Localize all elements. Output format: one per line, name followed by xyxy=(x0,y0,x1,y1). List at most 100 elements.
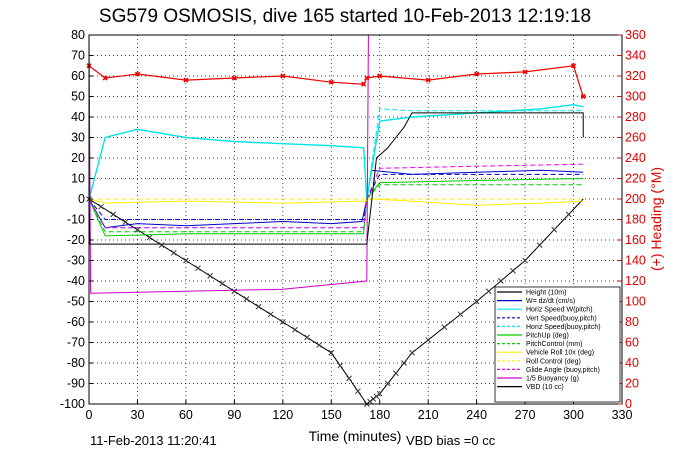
series-line-11 xyxy=(88,112,584,245)
depth-marker xyxy=(316,342,323,348)
y-tick-label: -10 xyxy=(67,213,85,227)
legend-label: Glide Angle (buoy,pitch) xyxy=(526,367,600,374)
x-tick-label: 300 xyxy=(563,408,584,422)
y-tick-label: -70 xyxy=(67,336,85,350)
depth-marker xyxy=(565,211,572,218)
legend-label: Horiz Speed(buoy,pitch) xyxy=(526,324,601,331)
right-axis-label: (+) Heading (°M) xyxy=(648,167,664,271)
legend-label: VBD (10 cc) xyxy=(526,384,564,391)
right-tick-label: 300 xyxy=(625,90,646,104)
x-tick-label: 330 xyxy=(612,408,633,422)
series-line-6 xyxy=(88,184,584,233)
y-tick-label: 0 xyxy=(78,192,85,206)
legend-label: Vehicle Roll 10x (deg) xyxy=(526,350,594,357)
x-tick-label: 210 xyxy=(418,408,439,422)
depth-marker xyxy=(195,265,201,272)
y-axis-ticks: 80 70 60 50 40 30 20 10 0 -10 -20 -30 -40 -50 -60 -70 -8… xyxy=(60,28,93,411)
series-line-5 xyxy=(88,178,584,237)
depth-marker xyxy=(441,324,448,330)
y-tick-label: 70 xyxy=(71,49,85,63)
legend-label: 1/5 Buoyancy (g) xyxy=(526,376,579,383)
depth-marker xyxy=(473,298,480,305)
legend-label: Horiz Speed W(pitch) xyxy=(526,307,593,314)
right-tick-label: 160 xyxy=(625,233,646,247)
right-tick-label: 320 xyxy=(625,69,646,83)
depth-marker xyxy=(134,226,141,233)
depth-marker xyxy=(393,370,399,377)
x-tick-label: 60 xyxy=(179,408,193,422)
y-tick-label: -90 xyxy=(67,377,85,391)
x-tick-label: 120 xyxy=(272,408,293,422)
depth-marker xyxy=(304,334,310,341)
depth-marker xyxy=(279,319,286,325)
series-line-9 xyxy=(88,163,584,229)
series-line-2 xyxy=(88,103,584,200)
depth-marker xyxy=(267,311,274,318)
depth-marker xyxy=(457,311,464,318)
depth-marker xyxy=(231,288,238,295)
depth-marker xyxy=(122,219,129,225)
y-tick-label: -60 xyxy=(67,315,85,329)
y-tick-label: 80 xyxy=(71,28,85,42)
y-tick-label: 20 xyxy=(71,151,85,165)
footer-vbd-bias: VBD bias =0 cc xyxy=(406,433,496,448)
legend: Height (10m)W= dz/dt (cm/s) Horiz Speed W… xyxy=(494,286,621,403)
footer-date: 11-Feb-2013 11:20:41 xyxy=(90,433,217,448)
right-axis-ticks: 3603403203002802602402202001801601401201… xyxy=(618,28,646,411)
depth-marker xyxy=(183,257,189,264)
y-tick-label: 50 xyxy=(71,90,85,104)
heading-point xyxy=(580,93,586,100)
depth-marker xyxy=(376,390,383,397)
legend-box xyxy=(494,286,621,403)
legend-label: PitchUp (deg) xyxy=(526,333,569,340)
right-tick-label: 340 xyxy=(625,49,646,63)
y-tick-label: -40 xyxy=(67,274,85,288)
right-tick-label: 200 xyxy=(625,192,646,206)
right-tick-label: 100 xyxy=(625,295,646,309)
right-tick-label: 140 xyxy=(625,254,646,268)
heading-line xyxy=(88,65,584,97)
legend-label: W= dz/dt (cm/s) xyxy=(526,298,575,305)
y-tick-label: -20 xyxy=(67,233,85,247)
depth-marker xyxy=(498,278,504,284)
x-tick-label: 30 xyxy=(131,408,145,422)
depth-marker xyxy=(207,273,213,279)
x-tick-label: 180 xyxy=(369,408,390,422)
y-tick-label: -100 xyxy=(60,397,85,411)
depth-marker xyxy=(425,337,432,343)
legend-label: Roll Control (deg) xyxy=(526,358,581,365)
depth-marker xyxy=(110,211,117,218)
x-tick-label: 270 xyxy=(515,408,536,422)
right-tick-label: 280 xyxy=(625,110,646,124)
right-tick-label: 240 xyxy=(625,151,646,165)
depth-marker xyxy=(98,203,104,210)
y-tick-label: -50 xyxy=(67,295,85,309)
y-tick-label: 60 xyxy=(71,69,85,83)
right-tick-label: 20 xyxy=(625,377,639,391)
y-tick-label: 30 xyxy=(71,131,85,145)
y-tick-label: -30 xyxy=(67,254,85,268)
right-tick-label: 60 xyxy=(625,336,639,350)
depth-marker xyxy=(536,242,543,248)
x-tick-label: 150 xyxy=(321,408,342,422)
right-tick-label: 0 xyxy=(625,397,632,411)
depth-marker xyxy=(485,288,492,295)
legend-label: Height (10m) xyxy=(526,290,566,297)
right-tick-label: 360 xyxy=(625,28,646,42)
depth-marker xyxy=(219,280,226,287)
depth-marker xyxy=(146,234,153,241)
depth-marker xyxy=(346,375,352,382)
series-line-1 xyxy=(88,169,584,229)
depth-marker xyxy=(255,303,262,310)
right-tick-label: 220 xyxy=(625,172,646,186)
depth-marker xyxy=(292,326,298,333)
right-tick-label: 260 xyxy=(625,131,646,145)
depth-marker xyxy=(510,267,516,274)
x-tick-label: 90 xyxy=(227,408,241,422)
right-tick-label: 80 xyxy=(625,315,639,329)
y-tick-label: 10 xyxy=(71,172,85,186)
right-tick-label: 40 xyxy=(625,356,639,370)
depth-marker xyxy=(243,296,250,302)
right-tick-label: 120 xyxy=(625,274,646,288)
